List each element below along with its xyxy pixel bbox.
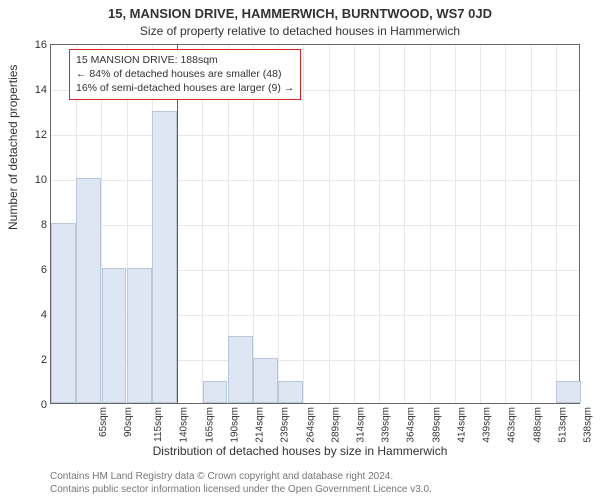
- x-tick-label: 538sqm: [583, 407, 594, 443]
- y-tick-label: 0: [41, 399, 51, 411]
- x-tick-label: 488sqm: [532, 407, 543, 443]
- y-tick-label: 14: [35, 84, 51, 96]
- gridline-vertical: [303, 45, 304, 403]
- y-tick-label: 4: [41, 309, 51, 321]
- chart-subtitle: Size of property relative to detached ho…: [0, 24, 600, 38]
- x-tick-label: 513sqm: [557, 407, 568, 443]
- gridline-vertical: [480, 45, 481, 403]
- x-tick-label: 463sqm: [507, 407, 518, 443]
- x-axis-label: Distribution of detached houses by size …: [0, 444, 600, 458]
- x-tick-label: 414sqm: [457, 407, 468, 443]
- x-tick-label: 264sqm: [305, 407, 316, 443]
- y-tick-label: 12: [35, 129, 51, 141]
- y-tick-label: 2: [41, 354, 51, 366]
- x-tick-label: 65sqm: [98, 407, 109, 437]
- histogram-bar: [228, 336, 253, 404]
- histogram-bar: [278, 381, 303, 404]
- gridline-vertical: [430, 45, 431, 403]
- y-tick-label: 8: [41, 219, 51, 231]
- x-tick-label: 289sqm: [330, 407, 341, 443]
- gridline-vertical: [531, 45, 532, 403]
- annotation-line: 16% of semi-detached houses are larger (…: [76, 81, 294, 95]
- gridline-vertical: [329, 45, 330, 403]
- gridline-vertical: [379, 45, 380, 403]
- annotation-line: ← 84% of detached houses are smaller (48…: [76, 67, 294, 81]
- y-tick-label: 10: [35, 174, 51, 186]
- attribution-block: Contains HM Land Registry data © Crown c…: [50, 470, 432, 496]
- x-tick-label: 115sqm: [153, 407, 164, 442]
- x-tick-label: 165sqm: [204, 407, 215, 443]
- x-tick-label: 364sqm: [406, 407, 417, 443]
- x-tick-label: 389sqm: [431, 407, 442, 443]
- address-title: 15, MANSION DRIVE, HAMMERWICH, BURNTWOOD…: [0, 6, 600, 21]
- x-tick-label: 90sqm: [123, 407, 134, 437]
- y-tick-label: 6: [41, 264, 51, 276]
- histogram-bar: [253, 358, 278, 403]
- annotation-box: 15 MANSION DRIVE: 188sqm← 84% of detache…: [69, 49, 301, 100]
- histogram-bar: [203, 381, 228, 404]
- y-tick-label: 16: [35, 39, 51, 51]
- x-tick-label: 214sqm: [255, 407, 266, 443]
- gridline-vertical: [556, 45, 557, 403]
- x-tick-label: 439sqm: [482, 407, 493, 443]
- attribution-line: Contains public sector information licen…: [50, 483, 432, 496]
- histogram-bar: [102, 268, 127, 403]
- gridline-vertical: [404, 45, 405, 403]
- attribution-line: Contains HM Land Registry data © Crown c…: [50, 470, 432, 483]
- x-tick-label: 239sqm: [280, 407, 291, 443]
- gridline-horizontal: [51, 225, 579, 226]
- histogram-bar: [152, 111, 177, 404]
- histogram-bar: [51, 223, 76, 403]
- plot-area: 024681012141665sqm90sqm115sqm140sqm165sq…: [50, 44, 580, 404]
- x-tick-label: 140sqm: [179, 407, 190, 443]
- x-tick-label: 314sqm: [356, 407, 367, 443]
- histogram-bar: [556, 381, 581, 404]
- gridline-vertical: [455, 45, 456, 403]
- chart-container: 15, MANSION DRIVE, HAMMERWICH, BURNTWOOD…: [0, 0, 600, 500]
- gridline-vertical: [354, 45, 355, 403]
- gridline-horizontal: [51, 135, 579, 136]
- x-tick-label: 190sqm: [229, 407, 240, 443]
- x-tick-label: 339sqm: [381, 407, 392, 443]
- gridline-vertical: [505, 45, 506, 403]
- histogram-bar: [127, 268, 152, 403]
- y-axis-label: Number of detached properties: [6, 65, 20, 230]
- annotation-line: 15 MANSION DRIVE: 188sqm: [76, 53, 294, 67]
- gridline-horizontal: [51, 180, 579, 181]
- histogram-bar: [76, 178, 101, 403]
